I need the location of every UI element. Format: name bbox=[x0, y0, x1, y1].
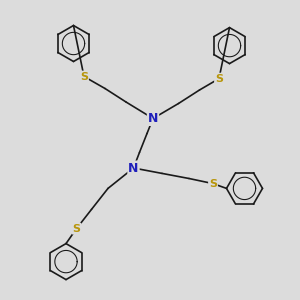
Text: S: S bbox=[215, 74, 223, 84]
Text: S: S bbox=[209, 178, 217, 189]
Text: N: N bbox=[148, 112, 158, 125]
Text: S: S bbox=[80, 71, 88, 82]
Text: S: S bbox=[73, 224, 80, 234]
Text: N: N bbox=[128, 161, 139, 175]
